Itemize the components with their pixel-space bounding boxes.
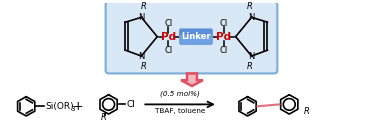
- Text: R: R: [304, 107, 310, 116]
- Text: N: N: [138, 13, 144, 22]
- Text: (0.5 mol%): (0.5 mol%): [160, 91, 200, 97]
- FancyBboxPatch shape: [106, 2, 277, 73]
- Text: R: R: [247, 62, 253, 71]
- Text: R: R: [140, 2, 146, 11]
- Text: Cl: Cl: [164, 46, 172, 55]
- Text: TBAF, toluene: TBAF, toluene: [155, 108, 205, 114]
- Text: Si(OR): Si(OR): [45, 102, 74, 111]
- Text: Cl: Cl: [220, 19, 228, 28]
- Text: Linker: Linker: [181, 32, 211, 41]
- Text: Cl: Cl: [164, 19, 172, 28]
- Text: +: +: [72, 100, 83, 113]
- Text: Pd: Pd: [216, 32, 231, 42]
- Text: Pd: Pd: [161, 32, 176, 42]
- Polygon shape: [181, 73, 203, 86]
- Text: N: N: [248, 51, 255, 61]
- Text: N: N: [248, 13, 255, 22]
- Text: R: R: [101, 113, 107, 122]
- Text: N: N: [138, 51, 144, 61]
- Text: R: R: [140, 62, 146, 71]
- FancyBboxPatch shape: [179, 35, 213, 45]
- Text: R: R: [247, 2, 253, 11]
- FancyBboxPatch shape: [179, 29, 213, 45]
- Text: 3: 3: [71, 106, 75, 112]
- Text: Cl: Cl: [126, 100, 135, 109]
- Text: Cl: Cl: [220, 46, 228, 55]
